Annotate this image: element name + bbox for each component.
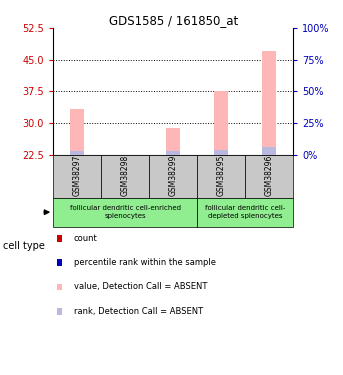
Bar bbox=[166, 151, 180, 154]
Bar bbox=[149, 154, 197, 198]
Bar bbox=[101, 154, 149, 198]
Text: GSM38297: GSM38297 bbox=[73, 154, 82, 196]
Text: GSM38295: GSM38295 bbox=[217, 154, 226, 196]
Bar bbox=[197, 154, 245, 198]
Text: GSM38296: GSM38296 bbox=[265, 154, 274, 196]
Text: GSM38298: GSM38298 bbox=[121, 154, 130, 196]
Text: follicular dendritic cell-
depleted splenocytes: follicular dendritic cell- depleted sple… bbox=[205, 206, 285, 219]
Text: cell type: cell type bbox=[3, 241, 45, 250]
Bar bbox=[53, 154, 101, 198]
Bar bbox=[214, 92, 228, 154]
Text: value, Detection Call = ABSENT: value, Detection Call = ABSENT bbox=[74, 282, 207, 291]
Text: GSM38299: GSM38299 bbox=[169, 154, 178, 196]
Bar bbox=[166, 129, 180, 154]
Bar bbox=[70, 151, 84, 154]
Bar bbox=[214, 150, 228, 154]
Bar bbox=[70, 109, 84, 154]
Text: rank, Detection Call = ABSENT: rank, Detection Call = ABSENT bbox=[74, 307, 203, 316]
Text: follicular dendritic cell-enriched
splenocytes: follicular dendritic cell-enriched splen… bbox=[70, 206, 181, 219]
Bar bbox=[262, 51, 276, 154]
Bar bbox=[197, 198, 293, 227]
Bar bbox=[53, 198, 197, 227]
Bar bbox=[262, 147, 276, 154]
Text: percentile rank within the sample: percentile rank within the sample bbox=[74, 258, 216, 267]
Text: count: count bbox=[74, 234, 97, 243]
Title: GDS1585 / 161850_at: GDS1585 / 161850_at bbox=[109, 14, 238, 27]
Bar bbox=[245, 154, 293, 198]
